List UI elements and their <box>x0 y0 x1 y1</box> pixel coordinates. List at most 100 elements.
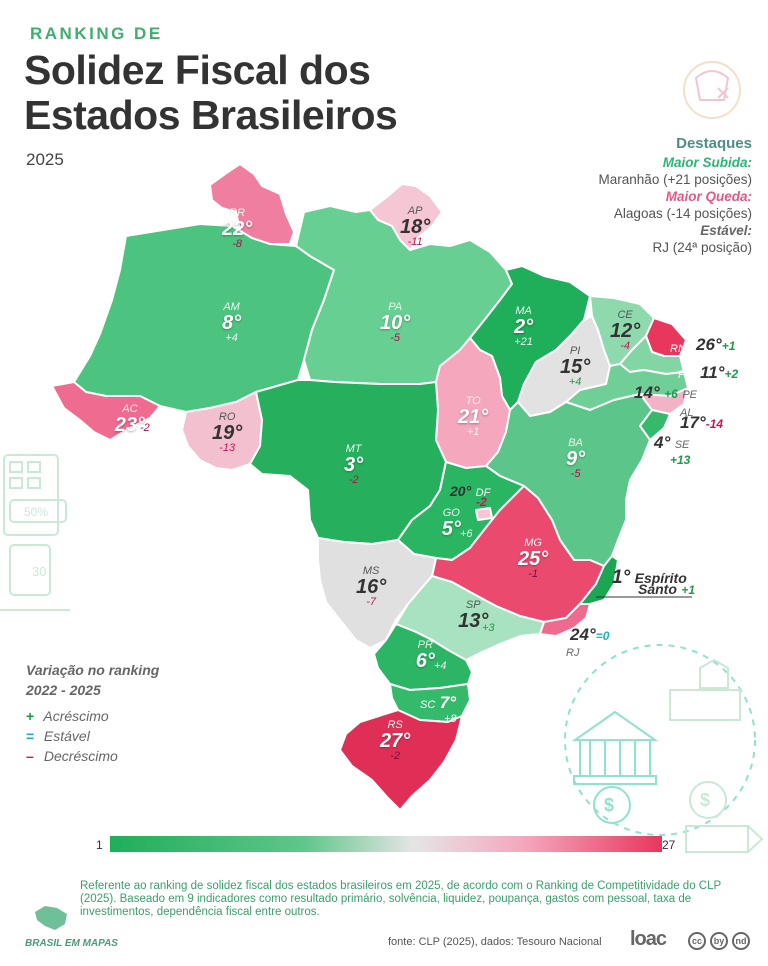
ma-change: +21 <box>514 336 533 348</box>
states <box>51 163 689 811</box>
pa-change: -5 <box>390 332 401 344</box>
al-abbr: AL <box>680 407 694 419</box>
percentage-building-icon <box>0 454 70 611</box>
state-ac <box>51 381 161 441</box>
scale-bar <box>110 836 662 852</box>
rs-abbr: RS <box>387 719 403 731</box>
label-to: TO 21° +1 <box>458 396 488 438</box>
max-drop-value: Alagoas (-14 posições) <box>613 206 752 221</box>
highlights-panel: Destaques Maior Subida: Maranhão (+21 po… <box>599 135 752 256</box>
pb-change: +2 <box>724 367 739 381</box>
label-sc-change: +8 <box>444 710 457 726</box>
mg-abbr: MG <box>524 537 542 549</box>
state-rj <box>539 603 591 637</box>
ba-change: -5 <box>570 468 581 480</box>
sp-rank: 13° <box>458 610 489 632</box>
rr-change: -8 <box>232 238 243 250</box>
scale-min: 1 <box>96 838 103 852</box>
mg-rank: 25° <box>518 548 549 570</box>
title-line-1: Solidez Fiscal dos <box>24 47 371 93</box>
es-name-2: Santo <box>638 581 677 597</box>
label-se: 4° SE <box>654 434 689 452</box>
se-change: +13 <box>670 453 691 467</box>
stable-value: RJ (24ª posição) <box>652 240 752 255</box>
am-change: +4 <box>225 332 238 344</box>
legend-stable-label: Estável <box>43 728 90 744</box>
legend-title-1: Variação no ranking <box>26 662 160 678</box>
brazil-logo-icon <box>35 906 67 930</box>
label-df: 20° DF <box>450 484 490 500</box>
legend-title-2: 2022 - 2025 <box>26 682 101 698</box>
ms-change: -7 <box>366 596 377 608</box>
label-ac: AC 23° -2 <box>110 404 150 436</box>
label-pa: PA 10° -5 <box>380 302 410 344</box>
ap-rank: 18° <box>400 216 431 238</box>
rn-change: +1 <box>721 339 736 353</box>
money-bag-icon <box>683 61 741 119</box>
label-rr: RR 22° -8 <box>222 208 252 250</box>
pa-abbr: PA <box>388 301 403 313</box>
sp-change: +3 <box>482 622 495 634</box>
label-mt: MT 3° -2 <box>344 444 363 486</box>
ba-abbr: BA <box>568 437 583 449</box>
sp-abbr: SP <box>465 599 481 611</box>
bank-building-icon <box>564 644 764 853</box>
legend-item-stable: = Estável <box>26 726 159 746</box>
label-pr: PR 6° +4 <box>404 640 447 672</box>
pr-change: +4 <box>434 660 447 672</box>
mt-abbr: MT <box>345 443 362 455</box>
ce-abbr: CE <box>617 309 633 321</box>
df-rank: 20° <box>450 483 472 499</box>
ac-change: -2 <box>140 422 150 434</box>
state-rr <box>209 163 295 245</box>
ro-rank: 19° <box>212 422 243 444</box>
pe-abbr: PE <box>682 389 697 401</box>
state-df <box>475 507 493 521</box>
label-mg: MG 25° -1 <box>518 538 548 580</box>
rr-rank: 22° <box>222 218 253 240</box>
svg-text:30: 30 <box>32 564 46 579</box>
state-pr <box>373 623 473 691</box>
footnote: Referente ao ranking de solidez fiscal d… <box>80 880 721 918</box>
to-change: +1 <box>466 426 480 438</box>
legend-increase-label: Acréscimo <box>43 708 109 724</box>
label-ap: AP 18° -11 <box>400 206 430 248</box>
cc-icon: cc <box>688 932 706 950</box>
max-drop-label: Maior Queda: <box>665 189 752 204</box>
ce-change: -4 <box>620 340 631 352</box>
pb-abbr-wrap: PB <box>678 366 693 382</box>
legend-item-increase: + Acréscimo <box>26 706 159 726</box>
pa-rank: 10° <box>380 312 411 334</box>
label-rs: RS 27° -2 <box>380 720 410 762</box>
go-change: +6 <box>460 528 473 540</box>
label-pe: 14° +6 PE <box>634 384 697 402</box>
rs-rank: 27° <box>380 730 411 752</box>
label-al: AL <box>680 404 693 420</box>
svg-text:50%: 50% <box>24 505 48 519</box>
state-rs <box>339 709 463 811</box>
am-abbr: AM <box>223 301 240 313</box>
pe-rank: 14° <box>634 383 660 402</box>
label-pi: PI 15° +4 <box>560 346 590 388</box>
to-abbr: TO <box>465 395 481 407</box>
label-ms: MS 16° -7 <box>356 566 386 608</box>
svg-text:$: $ <box>604 795 614 815</box>
al-rank: 17° <box>680 413 706 432</box>
by-icon: by <box>710 932 728 950</box>
rn-rank: 26° <box>696 335 722 354</box>
brand-text: BRASIL EM MAPAS <box>25 938 118 949</box>
mt-rank: 3° <box>344 454 364 476</box>
mt-change: -2 <box>348 474 359 486</box>
es-rank: 1° <box>612 567 631 588</box>
max-rise-label: Maior Subida: <box>662 155 752 170</box>
label-pb: 11°+2 <box>700 364 738 382</box>
ma-rank: 2° <box>514 316 534 338</box>
es-change: +1 <box>681 583 696 597</box>
ms-rank: 16° <box>356 576 387 598</box>
ce-rank: 12° <box>610 320 641 342</box>
decorative-illustrations: 50% 30 $ $ <box>0 61 764 853</box>
pb-rank: 11° <box>700 363 725 382</box>
rs-change: -2 <box>390 750 401 762</box>
